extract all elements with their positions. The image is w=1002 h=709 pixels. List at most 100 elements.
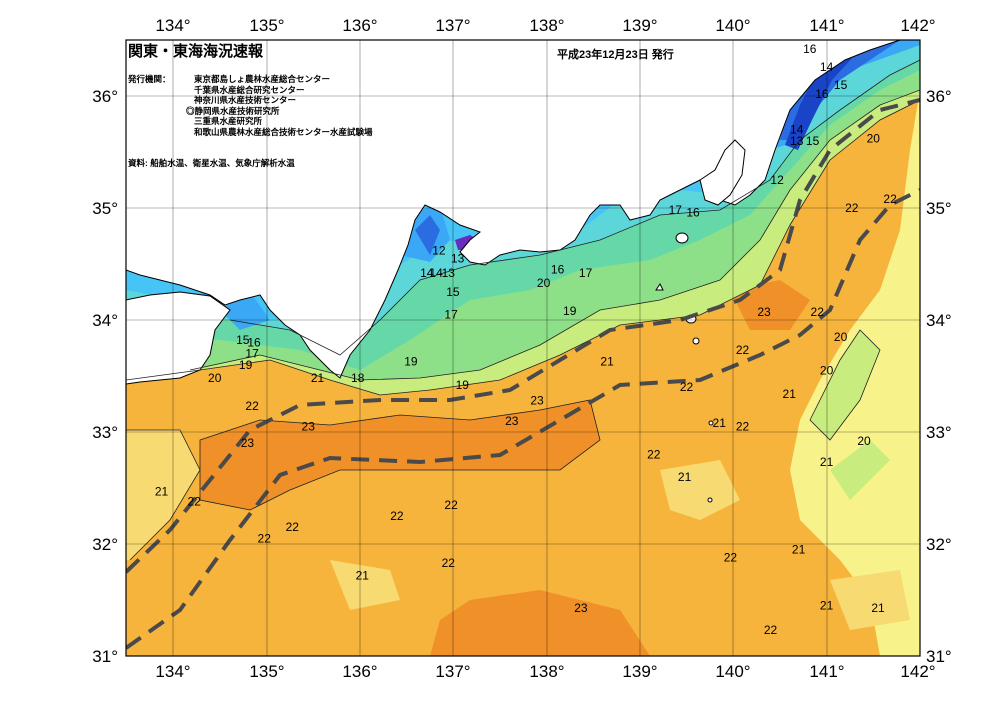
isotherm-label: 12: [770, 173, 784, 187]
issuing-organizations: 発行機関： 東京都島しょ農林水産総合センター 千葉県水産総合研究センター 神奈川県…: [128, 74, 373, 138]
land-boso: [699, 139, 746, 206]
organization-item: ◎静岡県水産技術研究所: [186, 105, 280, 116]
isotherm-label: 22: [736, 343, 750, 357]
isotherm-label: 14: [790, 123, 804, 137]
zone-12: [785, 40, 880, 150]
lon-label: 142°: [900, 662, 935, 681]
isotherm-label: 21: [820, 455, 834, 469]
isotherm-label: 15: [806, 134, 820, 148]
land-izu-islands: [655, 232, 714, 503]
lat-label: 36°: [926, 87, 952, 106]
organization-item: 東京都島しょ農林水産総合センター: [194, 74, 331, 84]
kuroshio-axis: [126, 98, 920, 650]
lon-label: 134°: [155, 662, 190, 681]
lon-label: 135°: [249, 16, 284, 35]
isotherm-label: 21: [820, 599, 834, 613]
map-frame: [125, 39, 921, 657]
isotherm-label: 20: [857, 434, 871, 448]
isotherm-label: 13: [790, 134, 804, 148]
isotherm-label: 16: [247, 335, 261, 349]
top-longitude-labels: 134° 135° 136° 137° 138° 139° 140° 141° …: [155, 16, 935, 35]
lon-label: 138°: [529, 662, 564, 681]
warm-core-23-south: [430, 590, 650, 656]
organizations-label: 発行機関：: [128, 74, 171, 84]
isotherm-label: 22: [883, 192, 897, 206]
isotherm-label: 21: [871, 601, 885, 615]
isotherm-label: 19: [563, 304, 577, 318]
lat-lon-grid: [126, 40, 920, 656]
lat-label: 34°: [92, 311, 118, 330]
lon-label: 140°: [715, 662, 750, 681]
isotherm-label: 14: [420, 266, 434, 280]
lat-label: 32°: [926, 535, 952, 554]
isotherm-label: 22: [764, 623, 778, 637]
isotherm-label: 16: [686, 206, 700, 220]
isotherm-label: 15: [446, 285, 460, 299]
lon-label: 141°: [809, 662, 844, 681]
zone-13: [415, 40, 900, 255]
organization-item: 神奈川県水産技術センター: [194, 95, 297, 106]
isotherm-label: 22: [286, 520, 300, 534]
land-honshu: [126, 40, 920, 379]
isotherm-label: 17: [245, 347, 259, 361]
lon-label: 139°: [622, 662, 657, 681]
lat-label: 36°: [92, 87, 118, 106]
warm-core-23-east: [730, 280, 810, 330]
isotherm-label: 22: [258, 531, 272, 545]
isotherm-label: 23: [241, 436, 255, 450]
organization-item: 三重県水産研究所: [194, 116, 263, 127]
lon-label: 141°: [809, 16, 844, 35]
isotherm-label: 20: [867, 132, 881, 146]
isotherm-label: 22: [724, 550, 738, 564]
isotherm-label: 17: [444, 307, 458, 321]
isotherm-label: 20: [537, 276, 551, 290]
isotherm-label: 19: [404, 354, 418, 368]
isotherm-label: 23: [757, 305, 771, 319]
isotherm-label: 17: [579, 266, 593, 280]
lon-label: 140°: [715, 16, 750, 35]
lon-label: 136°: [342, 662, 377, 681]
isotherm-label: 20: [208, 371, 222, 385]
isotherm-label: 21: [713, 416, 727, 430]
isotherm-label: 20: [820, 363, 834, 377]
land-shikoku: [126, 291, 231, 385]
lat-label: 33°: [926, 423, 952, 442]
lat-label: 31°: [92, 647, 118, 666]
isotherm-label: 19: [456, 378, 470, 392]
isotherm-label: 14: [820, 60, 834, 74]
isotherm-label: 15: [236, 333, 250, 347]
isotherm-label: 23: [574, 601, 588, 615]
isotherm-label: 14: [429, 266, 443, 280]
lon-label: 136°: [342, 16, 377, 35]
zone-20: [810, 330, 890, 500]
isotherm-label: 13: [451, 251, 465, 265]
isotherm-label: 19: [239, 358, 253, 372]
bottom-longitude-labels: 134° 135° 136° 137° 138° 139° 140° 141° …: [155, 662, 935, 681]
lon-label: 134°: [155, 16, 190, 35]
isotherm-label: 22: [811, 305, 825, 319]
isotherm-label: 23: [530, 394, 544, 408]
lon-label: 139°: [622, 16, 657, 35]
isotherm-label: 20: [834, 330, 848, 344]
isotherm-label: 21: [783, 387, 797, 401]
lat-label: 32°: [92, 535, 118, 554]
lat-label: 35°: [926, 199, 952, 218]
isotherm-label: 22: [188, 494, 202, 508]
isotherm-label: 21: [600, 354, 614, 368]
organization-item: 千葉県水産総合研究センター: [194, 84, 305, 95]
isotherm-label: 15: [834, 78, 848, 92]
isotherm-label: 22: [736, 419, 750, 433]
lon-label: 142°: [900, 16, 935, 35]
map-title: 関東・東海海況速報: [128, 43, 264, 60]
lon-label: 137°: [435, 16, 470, 35]
lat-label: 31°: [926, 647, 952, 666]
isotherm-label: 17: [669, 203, 683, 217]
left-latitude-labels: 36° 35° 34° 33° 32° 31°: [92, 87, 118, 666]
isotherm-label: 21: [155, 484, 169, 498]
isotherm-label: 21: [678, 470, 692, 484]
isotherm-label: 12: [432, 244, 446, 258]
isotherm-label: 16: [803, 42, 817, 56]
isotherm-label: 23: [505, 414, 519, 428]
lon-label: 138°: [529, 16, 564, 35]
